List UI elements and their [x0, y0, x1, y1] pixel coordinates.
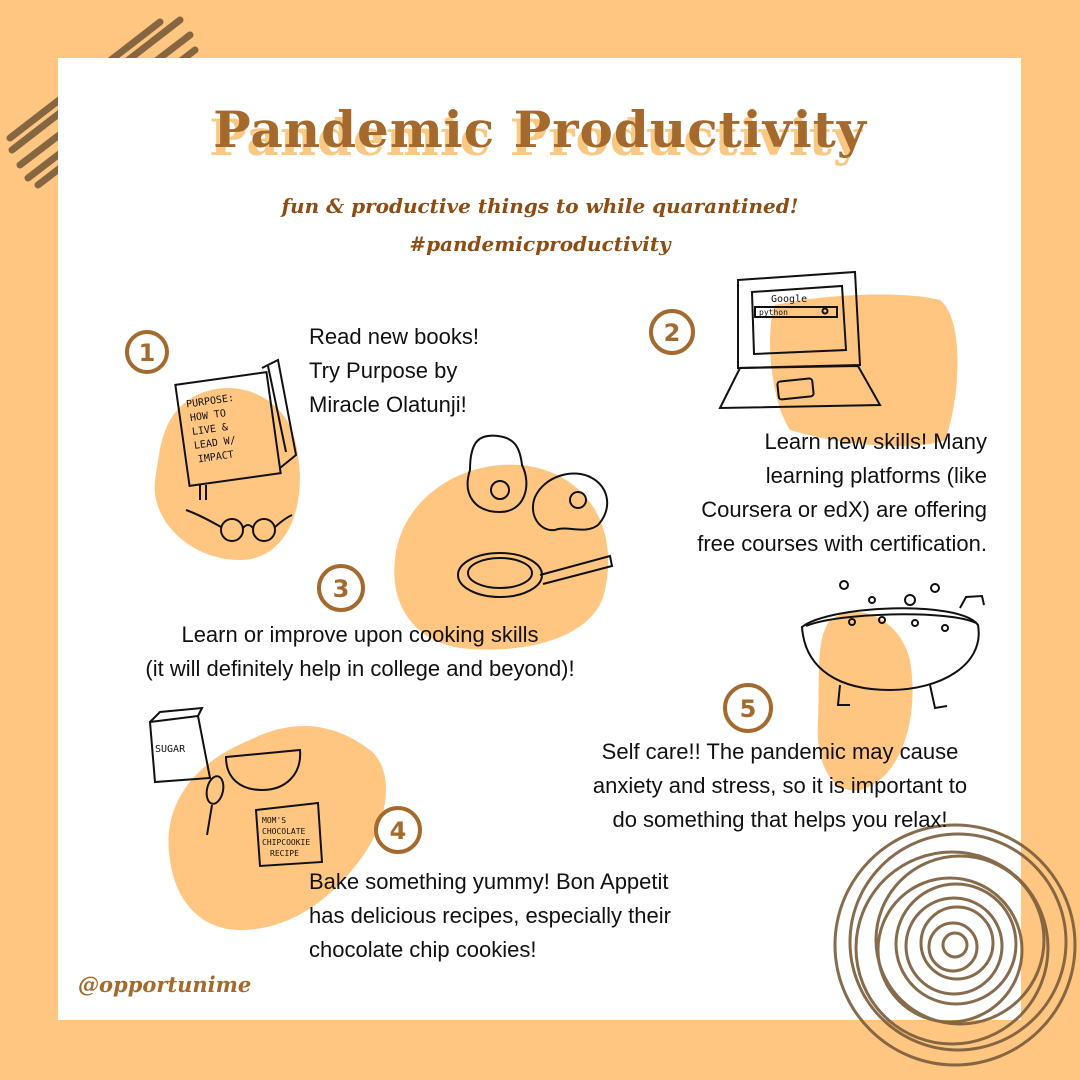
recipe-card-text: MOM'S CHOCOLATE CHIPCOOKIE RECIPE — [262, 816, 310, 858]
svg-text:HOW TO: HOW TO — [189, 408, 226, 424]
laptop-icon — [718, 270, 882, 410]
svg-text:MOM'S: MOM'S — [262, 816, 286, 825]
sugar-label: SUGAR — [155, 744, 186, 755]
svg-text:CHOCOLATE: CHOCOLATE — [262, 827, 306, 836]
svg-text:RECIPE: RECIPE — [270, 849, 299, 858]
number-4-label: 4 — [390, 817, 407, 845]
whisk-icon — [205, 775, 225, 836]
fried-egg-icon — [532, 472, 608, 532]
blob-bath — [817, 612, 913, 791]
bathtub-icon — [800, 580, 985, 710]
blob-book — [154, 387, 300, 560]
title-block: Pandemic Productivity Pandemic Productiv… — [0, 100, 1080, 180]
laptop-search-brand: Google — [771, 294, 807, 305]
frying-pan-icon — [457, 552, 614, 598]
blob-baking — [168, 726, 387, 930]
recipe-card-icon — [254, 801, 324, 868]
svg-text:LIVE &: LIVE & — [191, 422, 228, 438]
number-badge-2: 2 — [649, 309, 695, 355]
svg-text:CHIPCOOKIE: CHIPCOOKIE — [262, 838, 310, 847]
sugar-bag-icon — [148, 706, 212, 784]
item-4-text: Bake something yummy! Bon Appetit has de… — [309, 869, 671, 962]
number-badge-5: 5 — [723, 683, 773, 733]
item-1-text: Read new books! Try Purpose by Miracle O… — [309, 324, 479, 417]
laptop-search-query: python — [759, 308, 788, 317]
glasses-icon — [185, 509, 293, 542]
footer-handle: @opportunime — [78, 972, 252, 997]
egg-icon — [466, 434, 528, 514]
number-1-label: 1 — [139, 339, 156, 367]
number-badge-4: 4 — [374, 806, 422, 854]
blob-laptop — [770, 294, 958, 446]
item-5-text: Self care!! The pandemic may cause anxie… — [592, 739, 968, 832]
number-2-label: 2 — [664, 319, 681, 347]
number-5-label: 5 — [740, 695, 757, 723]
book-cover-text: PURPOSE: HOW TO LIVE & LEAD W/ IMPACT — [185, 393, 236, 465]
number-3-label: 3 — [333, 575, 350, 603]
title-shadow: Pandemic Productivity — [209, 108, 863, 167]
item-3-text: Learn or improve upon cooking skills (it… — [145, 622, 575, 681]
number-badge-3: 3 — [317, 564, 365, 612]
item-2-text: Learn new skills! Many learning platform… — [697, 429, 987, 556]
svg-text:IMPACT: IMPACT — [197, 449, 234, 465]
page-title: Pandemic Productivity — [213, 100, 867, 159]
book-icon — [174, 358, 298, 500]
bottom-right-scribble — [833, 823, 1077, 1067]
mixing-bowl-icon — [224, 748, 302, 792]
hashtag: #pandemicproductivity — [409, 232, 671, 256]
subtitle: fun & productive things to while quarant… — [281, 194, 799, 218]
number-badge-1: 1 — [125, 330, 169, 374]
